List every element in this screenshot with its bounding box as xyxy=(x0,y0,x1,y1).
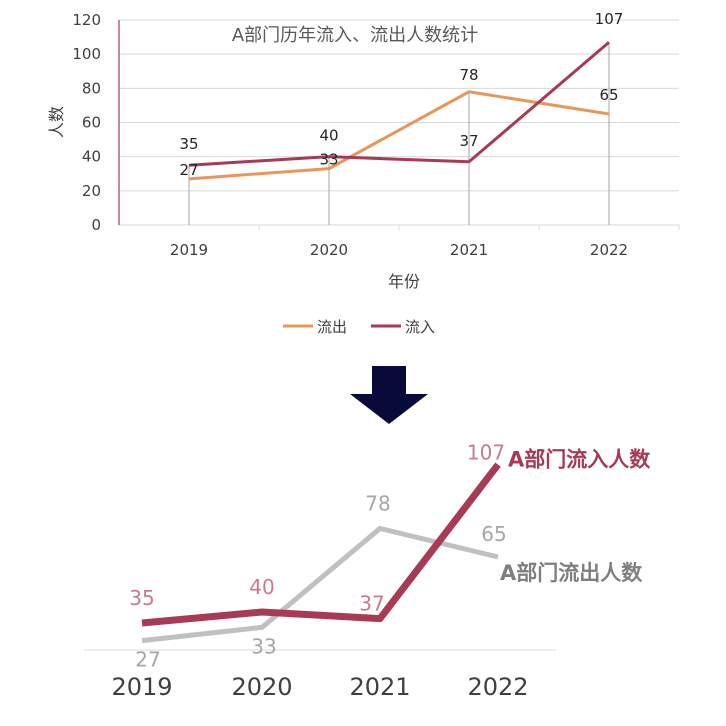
y-tick-label: 0 xyxy=(91,216,101,234)
data-labels: 27 33 78 65 35 40 37 107 xyxy=(129,441,506,672)
x-tick-label: 2020 xyxy=(310,241,348,259)
x-axis-ticks: 2019 2020 2021 2022 xyxy=(170,241,628,259)
data-label: 107 xyxy=(467,441,505,465)
original-line-chart: 0 20 40 60 80 100 120 2019 2020 2021 2022 27 33 78 6… xyxy=(47,10,680,336)
x-tick-label: 2020 xyxy=(231,673,292,701)
data-label: 78 xyxy=(365,491,390,515)
x-tick-label: 2021 xyxy=(349,673,410,701)
redesigned-line-chart: 27 33 78 65 35 40 37 107 2019 2020 2021 2022 A部门流入… xyxy=(84,441,651,701)
series-line-A部门流入人数 xyxy=(141,462,501,627)
data-label: 27 xyxy=(135,648,160,672)
drop-lines xyxy=(188,42,610,225)
data-label: 107 xyxy=(595,10,624,28)
data-label: 33 xyxy=(251,634,276,658)
y-tick-label: 80 xyxy=(82,79,101,97)
y-tick-label: 20 xyxy=(82,182,101,200)
x-tick-label: 2019 xyxy=(170,241,208,259)
legend-label: 流入 xyxy=(405,318,435,336)
data-label: 78 xyxy=(459,66,478,84)
series-label-outflow: A部门流出人数 xyxy=(500,561,643,585)
data-label: 40 xyxy=(249,575,274,599)
x-tick-label: 2019 xyxy=(111,673,172,701)
y-tick-label: 120 xyxy=(72,11,101,29)
data-label: 27 xyxy=(179,161,198,179)
data-label: 40 xyxy=(319,127,338,145)
data-label: 33 xyxy=(319,151,338,169)
data-label: 65 xyxy=(481,522,506,546)
legend-label: 流出 xyxy=(317,318,347,336)
series-lines xyxy=(141,462,501,644)
series-line-A部门流出人数 xyxy=(141,525,499,644)
down-arrow-icon xyxy=(350,366,428,424)
legend: 流出 流入 xyxy=(283,318,435,336)
series-lines xyxy=(188,41,610,181)
y-tick-label: 60 xyxy=(82,114,101,132)
y-axis-title: 人数 xyxy=(47,106,66,138)
x-tick-label: 2021 xyxy=(450,241,488,259)
x-tick-label: 2022 xyxy=(467,673,528,701)
grid-lines xyxy=(118,19,680,230)
data-label: 35 xyxy=(179,135,198,153)
data-label: 37 xyxy=(359,592,384,616)
y-tick-label: 40 xyxy=(82,148,101,166)
chart-title: A部门历年流入、流出人数统计 xyxy=(232,25,478,46)
series-line-流入 xyxy=(188,41,610,167)
series-labels: A部门流入人数 A部门流出人数 xyxy=(500,448,651,585)
data-labels: 27 33 78 65 35 40 37 107 xyxy=(179,10,623,179)
y-axis-ticks: 0 20 40 60 80 100 120 xyxy=(72,11,101,234)
data-label: 35 xyxy=(129,586,154,610)
y-tick-label: 100 xyxy=(72,45,101,63)
x-axis-ticks: 2019 2020 2021 2022 xyxy=(111,673,528,701)
data-label: 37 xyxy=(459,132,478,150)
x-axis-title: 年份 xyxy=(388,272,420,291)
data-label: 65 xyxy=(599,86,618,104)
series-label-inflow: A部门流入人数 xyxy=(508,448,651,472)
x-tick-label: 2022 xyxy=(590,241,628,259)
series-line-流出 xyxy=(188,90,610,181)
